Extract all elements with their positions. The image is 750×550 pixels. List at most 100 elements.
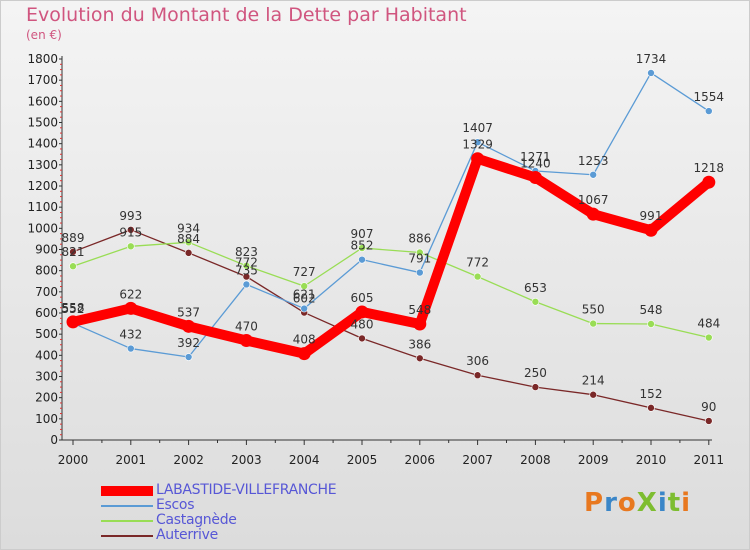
data-label: 552 xyxy=(62,302,85,316)
data-point xyxy=(704,333,713,342)
x-tick-label: 2007 xyxy=(462,453,493,467)
data-label: 548 xyxy=(408,303,431,317)
y-tick-label: 1500 xyxy=(27,116,58,130)
y-tick-label: 1700 xyxy=(27,73,58,87)
y-tick-label: 900 xyxy=(35,243,58,257)
data-point xyxy=(184,249,193,257)
series-line-0 xyxy=(68,153,714,359)
x-tick-label: 2000 xyxy=(58,453,89,467)
y-tick-label: 700 xyxy=(35,285,58,299)
data-label: 250 xyxy=(524,366,547,380)
data-point xyxy=(69,262,77,271)
data-point xyxy=(358,334,366,343)
data-point xyxy=(473,371,482,380)
data-label: 558 xyxy=(62,301,85,315)
data-label: 884 xyxy=(177,232,200,246)
data-label: 408 xyxy=(293,333,316,347)
data-label: 622 xyxy=(119,287,142,301)
data-label: 152 xyxy=(640,387,663,401)
y-tick-label: 1800 xyxy=(27,52,58,66)
data-point xyxy=(589,170,598,179)
data-point xyxy=(586,207,600,221)
data-label: 1407 xyxy=(462,121,493,135)
data-point xyxy=(589,319,598,328)
data-label: 1253 xyxy=(578,154,609,168)
y-tick-label: 100 xyxy=(35,412,58,426)
logo-letter: o xyxy=(617,488,637,518)
data-label: 550 xyxy=(582,303,605,317)
y-tick-label: 800 xyxy=(35,264,58,278)
data-label: 852 xyxy=(351,239,374,253)
x-tick-label: 2005 xyxy=(347,453,378,467)
chart-series xyxy=(66,69,716,425)
data-point xyxy=(355,305,369,319)
logo-letter: X xyxy=(636,488,658,518)
data-label: 907 xyxy=(351,227,374,241)
data-point xyxy=(704,107,713,115)
data-point xyxy=(704,417,713,425)
data-point xyxy=(647,320,655,328)
data-point xyxy=(644,223,658,237)
data-point xyxy=(127,344,135,353)
data-point xyxy=(239,334,253,348)
series-line-2 xyxy=(72,241,710,339)
data-label: 537 xyxy=(177,305,200,319)
data-point xyxy=(242,261,251,270)
y-tick-label: 400 xyxy=(35,348,58,362)
data-label: 605 xyxy=(351,291,374,305)
legend-label: Auterrive xyxy=(156,527,218,543)
data-label: 889 xyxy=(62,231,85,245)
data-label: 621 xyxy=(293,288,316,302)
data-label: 727 xyxy=(293,265,316,279)
series-line-1 xyxy=(72,72,710,358)
data-point xyxy=(415,268,424,277)
y-tick-label: 0 xyxy=(50,433,58,447)
data-label: 791 xyxy=(408,252,431,266)
data-point xyxy=(242,272,251,281)
data-point xyxy=(124,301,138,315)
data-label: 991 xyxy=(640,209,663,223)
data-label: 432 xyxy=(119,328,142,342)
data-label: 392 xyxy=(177,336,200,350)
data-point xyxy=(69,248,77,256)
x-tick-label: 2001 xyxy=(116,453,147,467)
logo-letter: P xyxy=(584,488,605,518)
data-point xyxy=(528,171,542,185)
y-tick-label: 1600 xyxy=(27,94,58,108)
data-label: 915 xyxy=(119,225,142,239)
y-tick-label: 600 xyxy=(35,306,58,320)
data-point xyxy=(589,390,598,399)
data-point xyxy=(647,69,655,77)
x-tick-label: 2004 xyxy=(289,453,320,467)
legend-swatch xyxy=(101,535,153,537)
data-point xyxy=(531,297,540,306)
data-label: 470 xyxy=(235,320,258,334)
data-point xyxy=(647,404,655,412)
logo-letter: i xyxy=(657,488,668,518)
x-tick-label: 2002 xyxy=(173,453,204,467)
data-label: 306 xyxy=(466,354,489,368)
data-point xyxy=(471,152,485,166)
y-tick-label: 500 xyxy=(35,327,58,341)
data-label: 1329 xyxy=(462,138,493,152)
data-label: 1554 xyxy=(694,90,725,104)
data-label: 772 xyxy=(235,256,258,270)
chart-data-labels: 558 622 537 470 408 605 548 1329 1240 1067 991 1218… xyxy=(62,52,725,414)
data-label: 1240 xyxy=(520,157,551,171)
legend-label: Escos xyxy=(156,497,195,513)
data-label: 886 xyxy=(408,231,431,245)
data-label: 934 xyxy=(177,221,200,235)
data-label: 386 xyxy=(408,337,431,351)
y-tick-label: 1000 xyxy=(27,221,58,235)
data-label: 214 xyxy=(582,374,605,388)
data-point xyxy=(531,383,540,391)
data-label: 823 xyxy=(235,245,258,259)
chart-axes: 0 100 200 300 400 500 600 700 800 900 1000 1100 1200… xyxy=(27,52,724,467)
x-tick-label: 2010 xyxy=(636,453,667,467)
data-point xyxy=(415,354,424,363)
x-tick-label: 2008 xyxy=(520,453,551,467)
data-point xyxy=(358,244,366,252)
data-point xyxy=(66,315,80,329)
